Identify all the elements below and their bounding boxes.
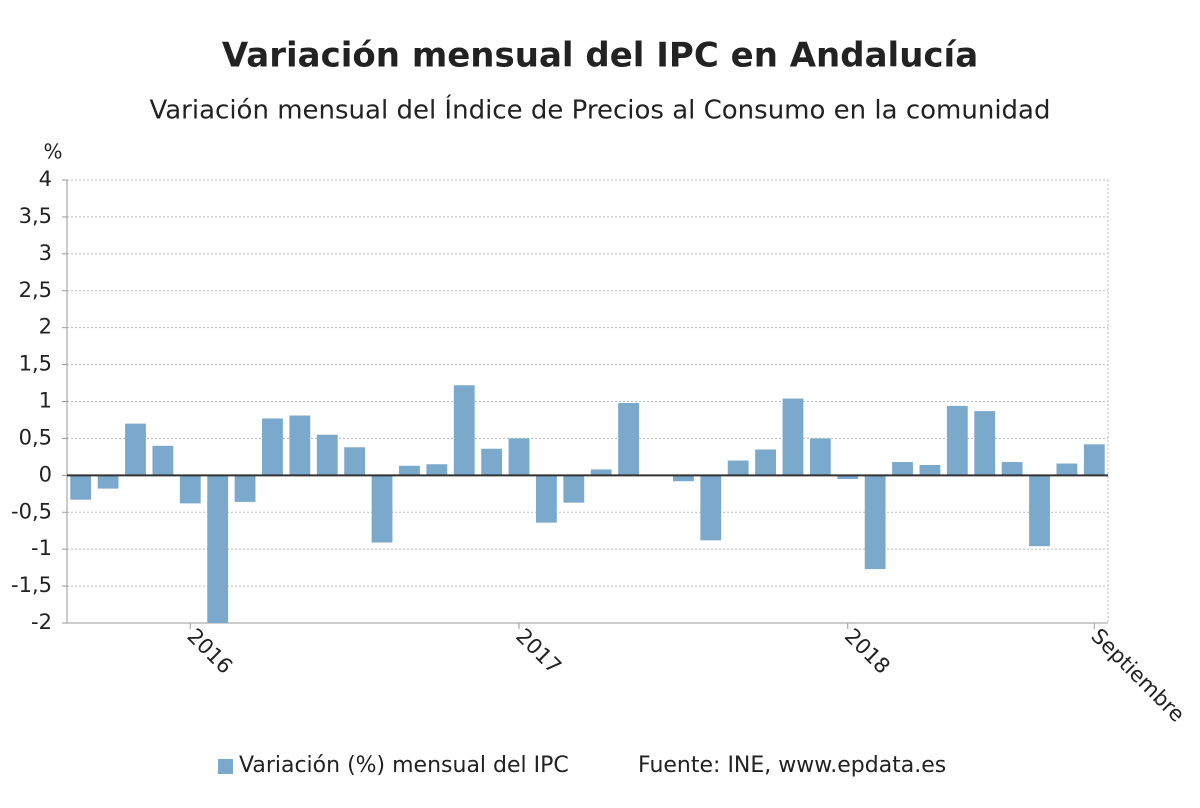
bar bbox=[892, 462, 913, 476]
bar bbox=[755, 449, 776, 476]
bar bbox=[70, 475, 92, 500]
bar bbox=[618, 402, 640, 476]
y-tick-label: 0,5 bbox=[19, 425, 52, 449]
bar bbox=[125, 423, 146, 476]
bar bbox=[316, 434, 338, 476]
legend-label: Variación (%) mensual del IPC bbox=[239, 753, 569, 778]
y-tick-label: 0 bbox=[39, 462, 52, 486]
bar bbox=[590, 469, 612, 476]
bar bbox=[234, 475, 256, 502]
bar bbox=[371, 475, 393, 543]
source: Fuente: INE, www.epdata.es bbox=[638, 753, 946, 778]
y-tick-label: 1 bbox=[39, 389, 52, 413]
y-tick-label: 3,5 bbox=[19, 204, 52, 228]
bar bbox=[1083, 444, 1105, 476]
y-tick-label: -1 bbox=[31, 536, 52, 560]
bar bbox=[453, 385, 475, 476]
bar bbox=[289, 415, 311, 476]
bar bbox=[1029, 475, 1050, 547]
chart-title: Variación mensual del IPC en Andalucía bbox=[222, 36, 978, 76]
bar bbox=[262, 418, 283, 476]
y-tick-label: -1,5 bbox=[11, 573, 52, 597]
bar bbox=[809, 438, 831, 476]
y-tick-label: 1,5 bbox=[19, 352, 52, 376]
bar bbox=[508, 438, 530, 476]
x-tick-label: 2016 bbox=[182, 624, 237, 679]
bar bbox=[837, 475, 859, 480]
bar bbox=[344, 447, 366, 476]
bar bbox=[974, 411, 996, 476]
bar bbox=[152, 445, 174, 476]
bar bbox=[207, 475, 229, 623]
bar bbox=[1001, 462, 1023, 476]
x-tick-label: 2017 bbox=[511, 624, 566, 679]
bar bbox=[426, 464, 448, 476]
bar bbox=[1056, 463, 1078, 476]
bar bbox=[399, 465, 420, 476]
bar bbox=[864, 475, 886, 570]
bar bbox=[782, 398, 804, 476]
bar bbox=[672, 475, 694, 482]
x-tick-label: Septiembre bbox=[1087, 624, 1190, 727]
legend-swatch bbox=[218, 759, 233, 774]
bar bbox=[563, 475, 585, 503]
y-tick-label: 4 bbox=[39, 167, 52, 191]
bar bbox=[727, 460, 749, 476]
x-tick-label: 2018 bbox=[840, 624, 895, 679]
y-tick-label: -0,5 bbox=[11, 499, 52, 523]
y-tick-label: 3 bbox=[39, 241, 52, 265]
bar bbox=[919, 464, 941, 476]
bar bbox=[535, 475, 557, 523]
chart-subtitle: Variación mensual del Índice de Precios … bbox=[149, 94, 1050, 126]
bar bbox=[97, 475, 119, 489]
bar bbox=[700, 475, 722, 541]
y-tick-label: -2 bbox=[31, 610, 52, 634]
y-unit: % bbox=[43, 140, 62, 164]
y-tick-label: 2,5 bbox=[19, 278, 52, 302]
bar bbox=[179, 475, 201, 504]
bar bbox=[481, 448, 503, 476]
y-tick-label: 2 bbox=[39, 315, 52, 339]
bar bbox=[946, 405, 968, 476]
